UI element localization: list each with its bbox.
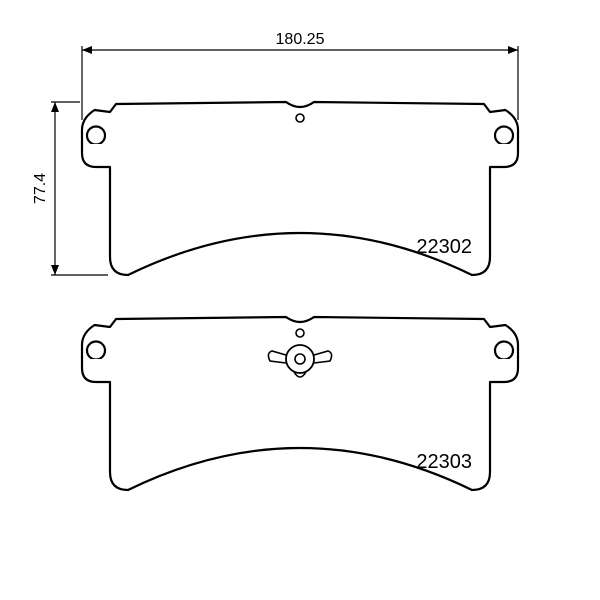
dim-height-label: 77.4 (32, 173, 49, 204)
dim-width-label: 180.25 (276, 31, 325, 48)
arrowhead (51, 265, 59, 275)
sensor-wing-right (314, 351, 332, 363)
arrowhead (51, 102, 59, 112)
ear-hole-left (87, 127, 105, 145)
arrowhead (82, 46, 92, 54)
part-number: 22302 (416, 236, 472, 258)
brake-pad: 22302 (82, 102, 518, 275)
ear-hole-left (87, 342, 105, 360)
sensor-wing-left (268, 351, 286, 363)
sensor-hole (295, 354, 305, 364)
top-pin (296, 114, 304, 122)
ear-hole-right (495, 127, 513, 145)
arrowhead (508, 46, 518, 54)
top-pin (296, 329, 304, 337)
ear-hole-right (495, 342, 513, 360)
part-number: 22303 (416, 451, 472, 473)
brake-pad: 22303 (82, 317, 518, 490)
sensor-body (286, 345, 314, 373)
